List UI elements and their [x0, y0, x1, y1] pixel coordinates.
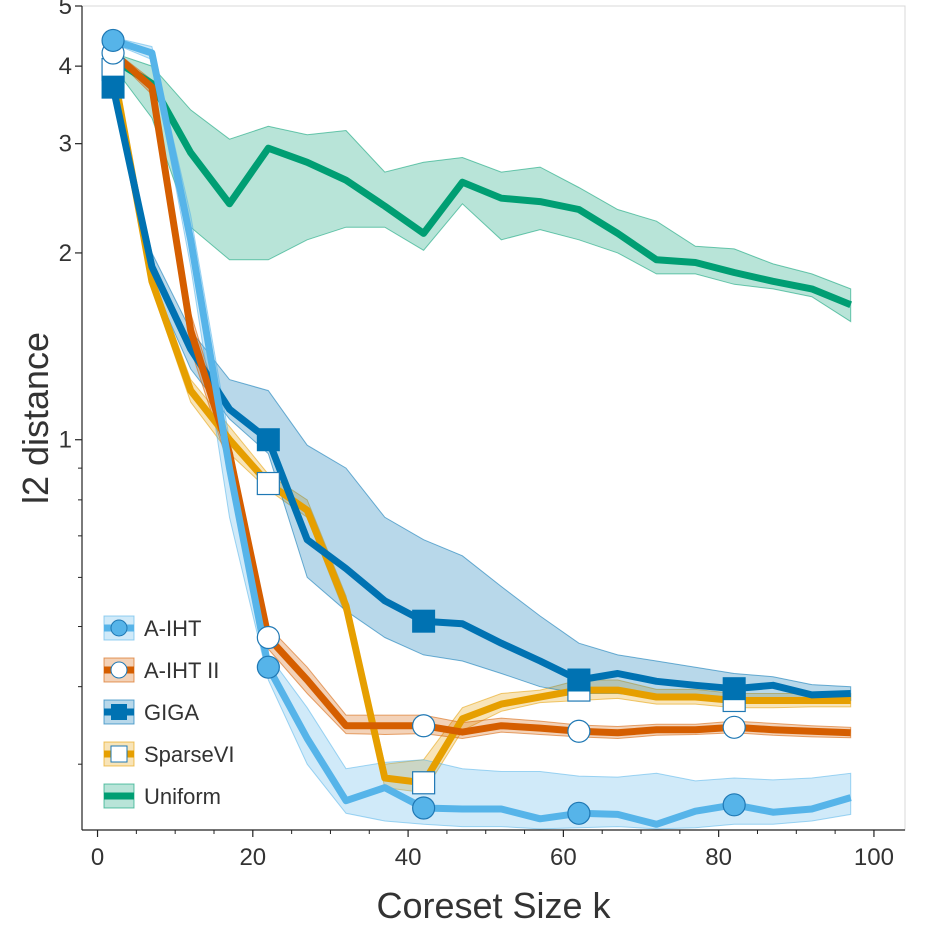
- giga-marker: [101, 75, 125, 99]
- legend-marker: [110, 745, 128, 763]
- giga-marker: [256, 428, 280, 452]
- a-iht-ii-marker: [567, 719, 591, 743]
- a-iht-marker: [567, 801, 591, 825]
- a-iht-marker: [256, 655, 280, 679]
- sparsevi-marker: [412, 771, 436, 795]
- x-tick-label: 20: [239, 844, 266, 871]
- y-tick-label: 4: [59, 53, 72, 80]
- legend-label: GIGA: [144, 700, 199, 725]
- giga-marker: [412, 609, 436, 633]
- a-iht-band: [112, 36, 852, 830]
- legend-label: Uniform: [144, 784, 221, 809]
- legend: A-IHT A-IHT II GIGA SparseVI Uniform: [103, 615, 235, 809]
- legend-label: A-IHT: [144, 616, 201, 641]
- a-iht-ii-marker: [256, 625, 280, 650]
- x-tick-label: 40: [395, 844, 422, 871]
- axes: 0 20 40 60 80 100 1 2 3 4 5: [59, 0, 905, 871]
- legend-label: A-IHT II: [144, 658, 219, 683]
- legend-marker: [110, 619, 128, 637]
- a-iht-ii-marker: [412, 714, 436, 738]
- uniform-line: [111, 56, 853, 309]
- series-markers: [101, 28, 746, 825]
- legend-item-a-iht: A-IHT: [103, 615, 201, 641]
- legend-marker: [111, 704, 127, 720]
- legend-marker: [110, 661, 128, 679]
- y-tick-label: 2: [59, 240, 72, 267]
- x-axis-title: Coreset Size k: [376, 885, 611, 926]
- a-iht-marker: [101, 28, 125, 53]
- legend-item-a-iht-ii: A-IHT II: [103, 657, 219, 683]
- legend-item-uniform: Uniform: [103, 783, 221, 809]
- y-tick-label: 3: [59, 131, 72, 158]
- y-tick-label: 1: [59, 427, 72, 454]
- y-axis-title: l2 distance: [15, 332, 56, 504]
- legend-item-giga: GIGA: [103, 699, 199, 725]
- legend-item-sparsevi: SparseVI: [103, 741, 235, 767]
- a-iht-marker: [412, 796, 436, 820]
- x-tick-label: 80: [705, 844, 732, 871]
- giga-marker: [567, 668, 591, 692]
- giga-marker: [722, 677, 746, 701]
- x-tick-label: 0: [91, 844, 104, 871]
- x-tick-label: 60: [550, 844, 577, 871]
- legend-label: SparseVI: [144, 742, 235, 767]
- sparsevi-marker: [256, 471, 280, 496]
- a-iht-ii-marker: [722, 715, 746, 739]
- a-iht-marker: [722, 793, 746, 817]
- x-tick-label: 100: [854, 844, 894, 871]
- y-tick-label: 5: [59, 0, 72, 20]
